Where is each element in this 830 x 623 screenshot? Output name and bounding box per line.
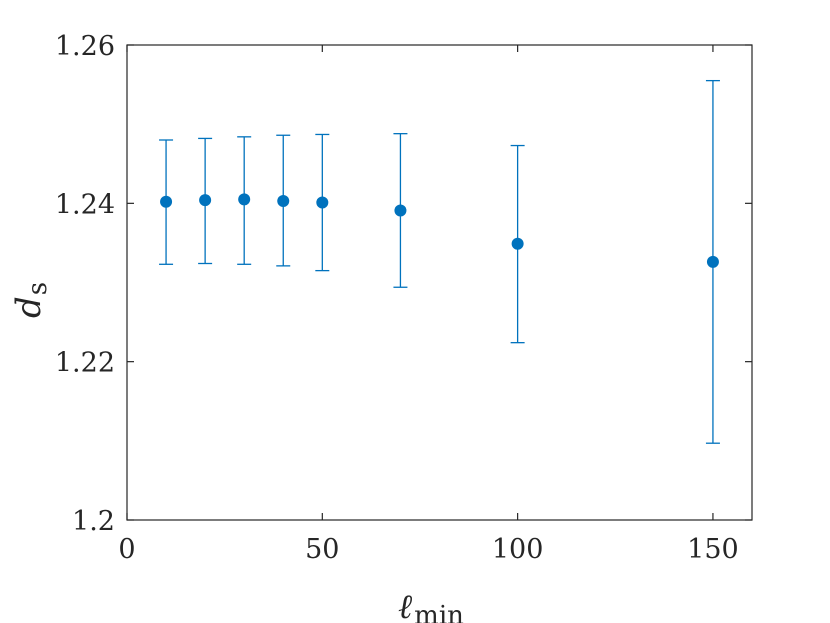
plot-frame (126, 44, 753, 521)
svg-text:ds: ds (9, 282, 53, 318)
y-axis: 1.2 1.22 1.24 1.26 (55, 31, 752, 537)
x-tick-label: 150 (687, 534, 739, 565)
x-axis-label-subscript: min (414, 601, 464, 623)
x-tick-label: 100 (492, 534, 544, 565)
data-point (277, 194, 290, 207)
y-axis-label: ds (9, 282, 53, 318)
x-axis-label-symbol: ℓ (398, 587, 412, 623)
data-point (316, 196, 329, 209)
data-point (394, 204, 407, 217)
x-axis-label: ℓmin (398, 587, 464, 623)
data-point (511, 237, 524, 250)
y-axis-label-subscript: s (23, 282, 53, 295)
y-tick-label: 1.22 (55, 348, 115, 379)
y-axis-label-symbol: d (9, 296, 49, 318)
plot-area (126, 44, 753, 521)
x-axis: 0 50 100 150 (118, 45, 739, 565)
data-point (706, 255, 719, 268)
x-tick-label: 50 (305, 534, 339, 565)
data-point (199, 194, 212, 207)
data-point (238, 193, 251, 206)
x-tick-label: 0 (118, 534, 135, 565)
y-tick-label: 1.2 (72, 506, 115, 537)
series (159, 79, 720, 444)
data-point (160, 195, 173, 208)
y-tick-label: 1.26 (55, 31, 115, 62)
y-tick-label: 1.24 (55, 189, 115, 220)
